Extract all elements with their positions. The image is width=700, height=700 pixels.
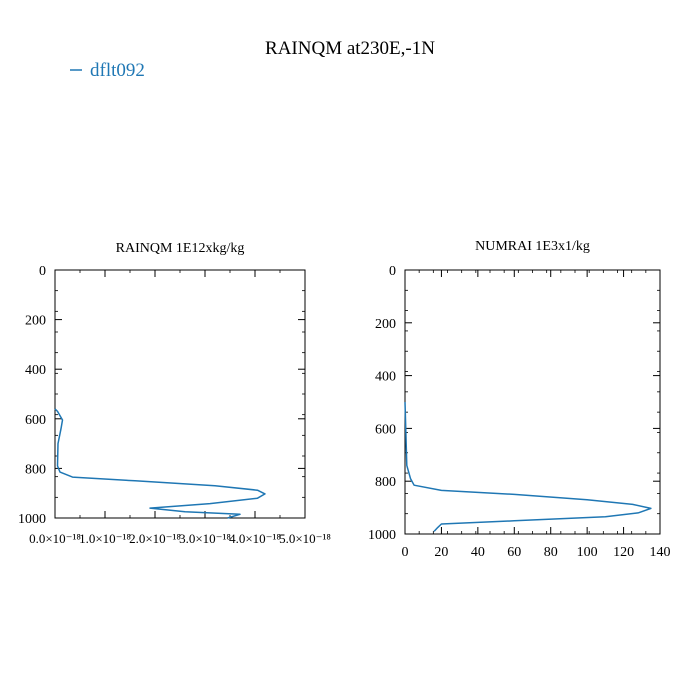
y-tick-label: 0 — [389, 264, 396, 279]
panel-rainqm: RAINQM 1E12xkg/kg 0.0×10⁻¹⁸1.0×10⁻¹⁸2.0×1… — [18, 241, 331, 546]
panel-title: RAINQM 1E12xkg/kg — [116, 241, 245, 256]
minor-ticks — [55, 270, 305, 518]
x-tick-label: 80 — [544, 545, 558, 560]
legend-label-dflt092: dflt092 — [90, 60, 145, 81]
x-tick-label: 3.0×10⁻¹⁸ — [179, 531, 231, 546]
y-tick-label: 600 — [375, 422, 396, 437]
y-tick-label: 600 — [25, 413, 46, 428]
plot-frame — [404, 269, 661, 535]
plot-frame — [54, 269, 306, 519]
y-tick-label: 400 — [375, 370, 396, 385]
x-tick-label: 0 — [402, 545, 409, 560]
series-line-dflt092 — [54, 408, 266, 519]
x-tick-label: 20 — [434, 545, 448, 560]
x-tick-label: 5.0×10⁻¹⁸ — [279, 531, 331, 546]
x-tick-label: 100 — [577, 545, 598, 560]
figure-title: RAINQM at230E,-1N — [265, 38, 435, 59]
x-tick-label: 2.0×10⁻¹⁸ — [129, 531, 181, 546]
y-tick-label: 1000 — [18, 512, 46, 527]
legend: dflt092 — [70, 60, 145, 81]
y-tick-label: 800 — [375, 475, 396, 490]
x-tick-label: 120 — [613, 545, 634, 560]
x-tick-label: 4.0×10⁻¹⁸ — [229, 531, 281, 546]
minor-ticks — [405, 270, 660, 534]
x-tick-label: 60 — [507, 545, 521, 560]
panel-title: NUMRAI 1E3x1/kg — [475, 239, 590, 254]
y-tick-label: 800 — [25, 462, 46, 477]
y-tick-label: 400 — [25, 363, 46, 378]
panel-numrai: NUMRAI 1E3x1/kg 0 20 40 60 80 100 120 140 0 200 400… — [368, 239, 671, 560]
x-tick-label: 0.0×10⁻¹⁸ — [29, 531, 81, 546]
x-tick-label: 140 — [650, 545, 671, 560]
series-line-dflt092 — [404, 401, 652, 532]
x-tick-label: 40 — [471, 545, 485, 560]
y-tick-label: 0 — [39, 264, 46, 279]
y-tick-label: 200 — [375, 317, 396, 332]
y-tick-label: 1000 — [368, 528, 396, 543]
x-tick-label: 1.0×10⁻¹⁸ — [79, 531, 131, 546]
y-tick-label: 200 — [25, 314, 46, 329]
